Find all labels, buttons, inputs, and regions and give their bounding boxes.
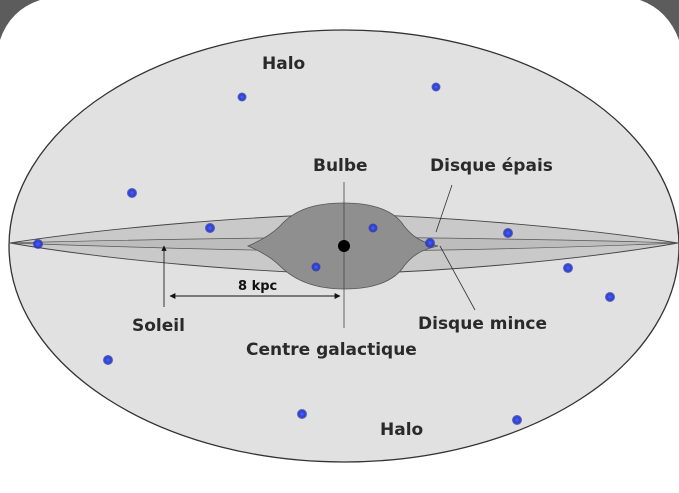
corner-shadow-top-left xyxy=(0,0,40,40)
galactic-center-label: Centre galactique xyxy=(246,340,417,360)
bulge-label: Bulbe xyxy=(313,156,368,176)
blue-dot-icon xyxy=(431,82,441,92)
blue-dot-icon xyxy=(205,223,215,233)
galactic-center-dot xyxy=(338,240,350,252)
corner-shadow-top-right xyxy=(640,0,679,40)
globular-clusters xyxy=(33,82,615,425)
blue-dot-icon xyxy=(237,92,247,102)
blue-dot-icon xyxy=(311,262,321,272)
blue-dot-icon xyxy=(103,355,113,365)
blue-dot-icon xyxy=(368,223,378,233)
distance-label: 8 kpc xyxy=(238,279,278,294)
halo-label-top: Halo xyxy=(262,54,306,74)
blue-dot-icon xyxy=(33,239,43,249)
halo-label-bottom: Halo xyxy=(380,420,424,440)
thin-disk-pointer xyxy=(439,245,476,311)
thick-disk-label: Disque épais xyxy=(430,156,553,176)
blue-dot-icon xyxy=(425,238,435,248)
blue-dot-icon xyxy=(563,263,573,273)
thick-disk-pointer xyxy=(435,184,453,233)
sun-label: Soleil xyxy=(132,316,185,336)
blue-dot-icon xyxy=(297,409,307,419)
blue-dot-icon xyxy=(605,292,615,302)
blue-dot-icon xyxy=(127,188,137,198)
thin-disk-label: Disque mince xyxy=(418,314,548,334)
blue-dot-icon xyxy=(503,228,513,238)
blue-dot-icon xyxy=(512,415,522,425)
